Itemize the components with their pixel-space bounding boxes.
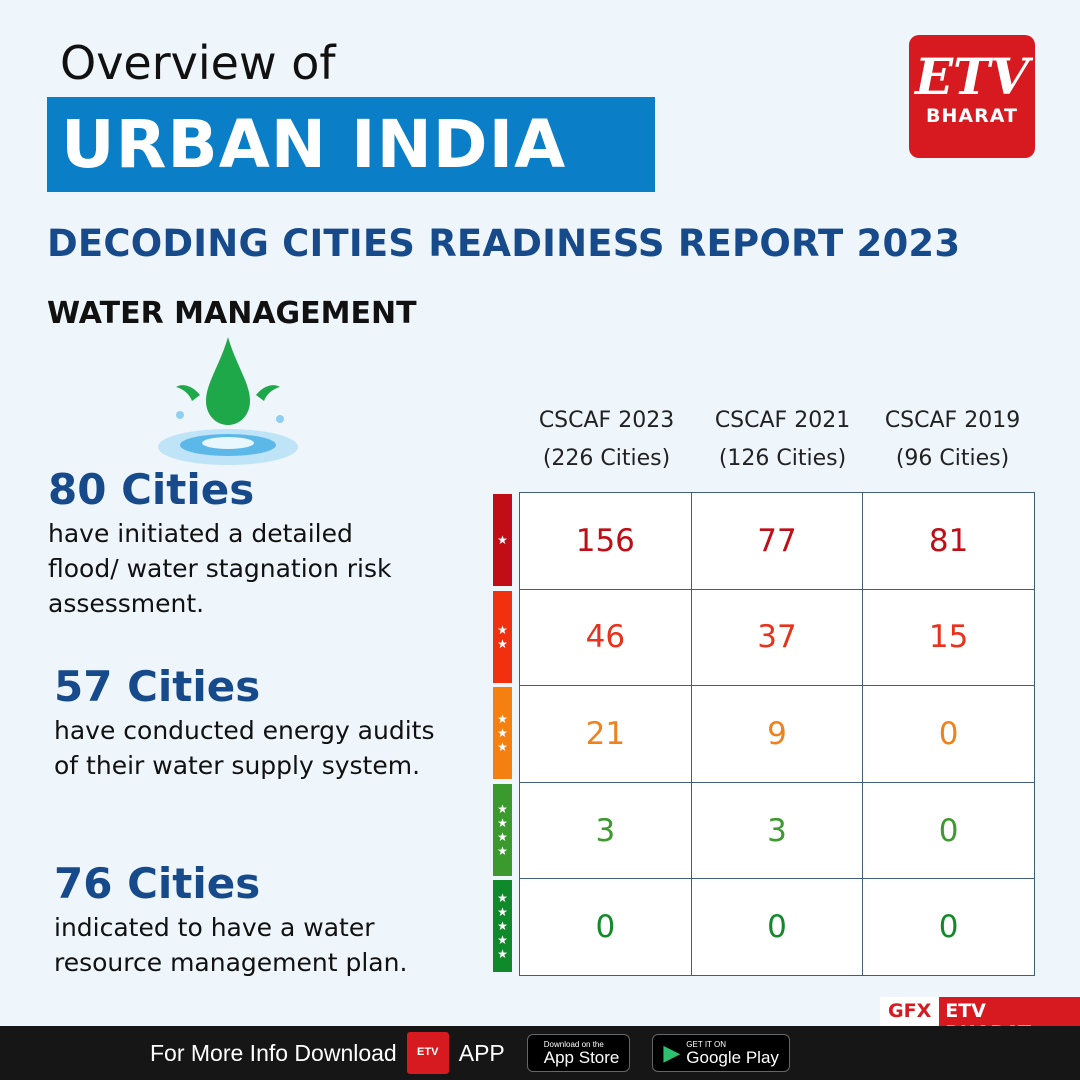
logo-bharat: BHARAT (926, 105, 1018, 127)
water-drop-icon (158, 337, 298, 465)
brand-label: ETV BHARAT (939, 997, 1080, 1044)
stat-text: have initiated a detailed flood/ water s… (48, 519, 392, 618)
play-label: Google Play (686, 1047, 779, 1067)
report-subtitle: DECODING CITIES READINESS REPORT 2023 (47, 222, 961, 265)
play-icon: ▶ (663, 1040, 681, 1065)
star-rating-bar-3: ★ ★ ★ (493, 687, 512, 780)
star-icon: ★ (497, 622, 508, 637)
logo-etv: ETV (914, 47, 1030, 106)
table-cell: 77 (690, 492, 864, 590)
star-rating-bar-2: ★ ★ (493, 590, 512, 683)
table-cell: 21 (519, 685, 692, 783)
star-icon: ★ (497, 905, 508, 920)
table-cell: 0 (862, 685, 1035, 783)
stat-text: have conducted energy audits of their wa… (54, 716, 435, 780)
stat-energy-audits: 57 Cities have conducted energy audits o… (54, 665, 464, 783)
overview-heading: Overview of (60, 36, 336, 90)
table-cell: 156 (519, 492, 692, 590)
star-icon: ★ (497, 815, 508, 830)
table-cell: 0 (862, 878, 1035, 976)
star-icon: ★ (497, 891, 508, 906)
table-cell: 0 (519, 878, 692, 976)
star-icon: ★ (497, 712, 508, 727)
table-cell: 15 (862, 588, 1035, 687)
title-banner: URBAN INDIA (47, 97, 655, 192)
appstore-label: App Store (543, 1047, 620, 1067)
footer-text: For More Info Download (150, 1039, 397, 1066)
table-cell: 81 (862, 492, 1035, 590)
star-icon: ★ (497, 636, 508, 651)
column-header-2023: CSCAF 2023 (226 Cities) (519, 402, 694, 478)
column-name: CSCAF 2019 (884, 408, 1021, 433)
footer-app-label: APP (458, 1039, 505, 1066)
etv-bharat-logo: ETV BHARAT (909, 35, 1035, 158)
star-icon: ★ (497, 947, 508, 962)
stat-number: 76 Cities (54, 859, 261, 908)
app-store-button[interactable]: Download on the App Store (526, 1034, 631, 1072)
table-cell: 3 (690, 781, 864, 880)
section-title: WATER MANAGEMENT (47, 296, 417, 331)
column-name: CSCAF 2021 (714, 408, 851, 433)
etv-app-logo[interactable]: ETV (406, 1032, 449, 1074)
play-small: GET IT ON (686, 1039, 727, 1049)
table-cell: 46 (519, 588, 692, 687)
table-row: 46 37 15 (519, 588, 1035, 687)
star-icon: ★ (497, 829, 508, 844)
table-cell: 37 (690, 588, 864, 687)
table-cell: 0 (690, 878, 864, 976)
star-icon: ★ (497, 843, 508, 858)
star-icon: ★ (497, 801, 508, 816)
google-play-button[interactable]: ▶ GET IT ON Google Play (652, 1034, 790, 1072)
table-cell: 9 (690, 685, 864, 783)
star-rating-bar-1: ★ (493, 494, 512, 586)
stat-number: 80 Cities (48, 465, 255, 514)
column-cities: (126 Cities) (718, 446, 847, 471)
column-header-2021: CSCAF 2021 (126 Cities) (695, 402, 870, 478)
column-name: CSCAF 2023 (538, 408, 675, 433)
gfx-credit: GFX ETV BHARAT (880, 997, 1080, 1044)
star-rating-bar-5: ★ ★ ★ ★ ★ (493, 880, 512, 973)
table-row: 21 9 0 (519, 685, 1035, 783)
star-icon: ★ (497, 533, 508, 547)
stat-text: indicated to have a water resource manag… (54, 913, 408, 977)
table-row: 156 77 81 (519, 492, 1035, 590)
footer-bar: For More Info Download ETV APP Download … (0, 1026, 1080, 1080)
gfx-label: GFX (880, 997, 940, 1027)
appstore-small: Download on the (543, 1039, 604, 1049)
star-icon: ★ (497, 933, 508, 948)
stat-number: 57 Cities (54, 662, 261, 711)
column-cities: (96 Cities) (895, 446, 1010, 471)
star-rating-bar-4: ★ ★ ★ ★ (493, 783, 512, 876)
column-header-2019: CSCAF 2019 (96 Cities) (865, 402, 1040, 478)
table-cell: 3 (519, 781, 692, 880)
star-icon: ★ (497, 740, 508, 755)
stat-flood-assessment: 80 Cities have initiated a detailed floo… (48, 468, 408, 621)
star-icon: ★ (497, 919, 508, 934)
table-cell: 0 (862, 781, 1035, 880)
column-cities: (226 Cities) (542, 446, 671, 471)
star-icon: ★ (497, 726, 508, 741)
ratings-table: 156 77 81 46 37 15 21 9 0 3 3 0 0 0 0 (519, 492, 1035, 976)
stat-water-plan: 76 Cities indicated to have a water reso… (54, 862, 474, 980)
